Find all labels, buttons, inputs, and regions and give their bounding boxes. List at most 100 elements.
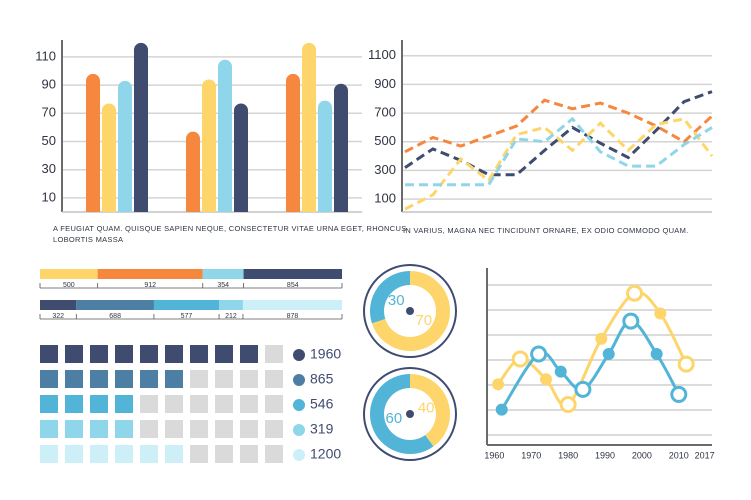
waffle-cell — [165, 420, 183, 438]
y-tick-label: 900 — [374, 76, 396, 91]
donut-segment — [371, 271, 450, 351]
y-tick-label: 10 — [42, 189, 56, 204]
caption: LOBORTIS MASSA — [53, 235, 123, 244]
bar-segment — [97, 269, 203, 279]
segment-label: 354 — [217, 282, 229, 289]
waffle-cell — [40, 395, 58, 413]
y-tick-label: 1100 — [368, 47, 396, 62]
donut-label: 30 — [388, 292, 405, 309]
waffle-cell — [240, 345, 258, 363]
segment-label: 212 — [225, 313, 237, 320]
waffle-cell — [240, 395, 258, 413]
waffle-cell — [215, 395, 233, 413]
point — [554, 365, 567, 378]
waffle-cell — [40, 445, 58, 463]
point — [650, 347, 663, 360]
legend-marker — [293, 349, 305, 361]
waffle-cell — [215, 420, 233, 438]
waffle-cell — [190, 370, 208, 388]
point — [602, 347, 615, 360]
caption: IN VARIUS, MAGNA NEC TINCIDUNT ORNARE, E… — [403, 226, 689, 235]
segment-label: 912 — [144, 282, 156, 289]
donut-center — [406, 410, 414, 418]
waffle-cell — [90, 420, 108, 438]
waffle-cell — [190, 345, 208, 363]
line — [404, 117, 714, 211]
waffle-cell — [165, 345, 183, 363]
waffle-cell — [140, 395, 158, 413]
bar — [186, 131, 201, 212]
point — [559, 396, 577, 414]
y-tick-label: 110 — [35, 48, 56, 63]
donut-segment — [370, 271, 411, 324]
point — [574, 380, 592, 398]
waffle-cell — [40, 420, 58, 438]
legend-label: 1960 — [310, 346, 341, 362]
legend-label: 546 — [310, 396, 334, 412]
bar-segment — [153, 300, 220, 310]
y-tick-label: 90 — [42, 77, 56, 92]
donut-label: 60 — [385, 410, 402, 427]
bar — [118, 80, 132, 212]
legend-marker — [293, 449, 305, 461]
bar-segment — [40, 269, 98, 279]
waffle-cell — [65, 420, 83, 438]
segment-label: 500 — [63, 282, 75, 289]
point — [595, 332, 608, 345]
point — [492, 378, 505, 391]
bar-segment — [242, 300, 342, 310]
legend-marker — [293, 374, 305, 386]
waffle-cell — [265, 370, 283, 388]
point — [540, 373, 553, 386]
x-tick-label: 1980 — [558, 450, 578, 460]
waffle-cell — [90, 370, 108, 388]
segment-label: 688 — [109, 313, 121, 320]
waffle-cell — [115, 345, 133, 363]
x-tick-label: 2017 — [695, 450, 715, 460]
bar — [134, 42, 148, 213]
waffle-cell — [265, 345, 283, 363]
legend-label: 319 — [310, 421, 334, 437]
bar-segment — [202, 269, 244, 279]
y-tick-label: 500 — [374, 133, 396, 148]
line — [404, 98, 714, 154]
waffle-cell — [240, 420, 258, 438]
donut-center — [406, 307, 414, 315]
bar — [86, 73, 100, 213]
segment-label: 322 — [52, 313, 64, 320]
bar — [202, 79, 216, 212]
waffle-cell — [65, 395, 83, 413]
point — [622, 312, 640, 330]
line — [404, 90, 713, 177]
point — [530, 345, 548, 363]
waffle-cell — [140, 420, 158, 438]
bar — [234, 103, 248, 212]
x-tick-label: 1960 — [484, 450, 504, 460]
legend-label: 1200 — [310, 446, 341, 462]
waffle-cell — [115, 420, 133, 438]
point — [670, 385, 688, 403]
waffle-cell — [190, 395, 208, 413]
waffle-cell — [190, 420, 208, 438]
bar-segment — [219, 300, 243, 310]
bar-segment — [243, 269, 342, 279]
bar — [218, 59, 232, 212]
point — [495, 403, 508, 416]
waffle-cell — [115, 370, 133, 388]
waffle-cell — [90, 445, 108, 463]
waffle-cell — [265, 445, 283, 463]
waffle-cell — [140, 345, 158, 363]
bar — [318, 100, 332, 212]
caption: A FEUGIAT QUAM. QUISQUE SAPIEN NEQUE, CO… — [53, 224, 407, 233]
y-tick-label: 30 — [42, 161, 56, 176]
point — [626, 284, 644, 302]
y-tick-label: 300 — [374, 162, 396, 177]
waffle-cell — [115, 445, 133, 463]
waffle-cell — [40, 345, 58, 363]
y-tick-label: 700 — [374, 105, 396, 120]
waffle-cell — [65, 445, 83, 463]
waffle-cell — [265, 395, 283, 413]
waffle-cell — [215, 345, 233, 363]
x-tick-label: 1970 — [521, 450, 541, 460]
